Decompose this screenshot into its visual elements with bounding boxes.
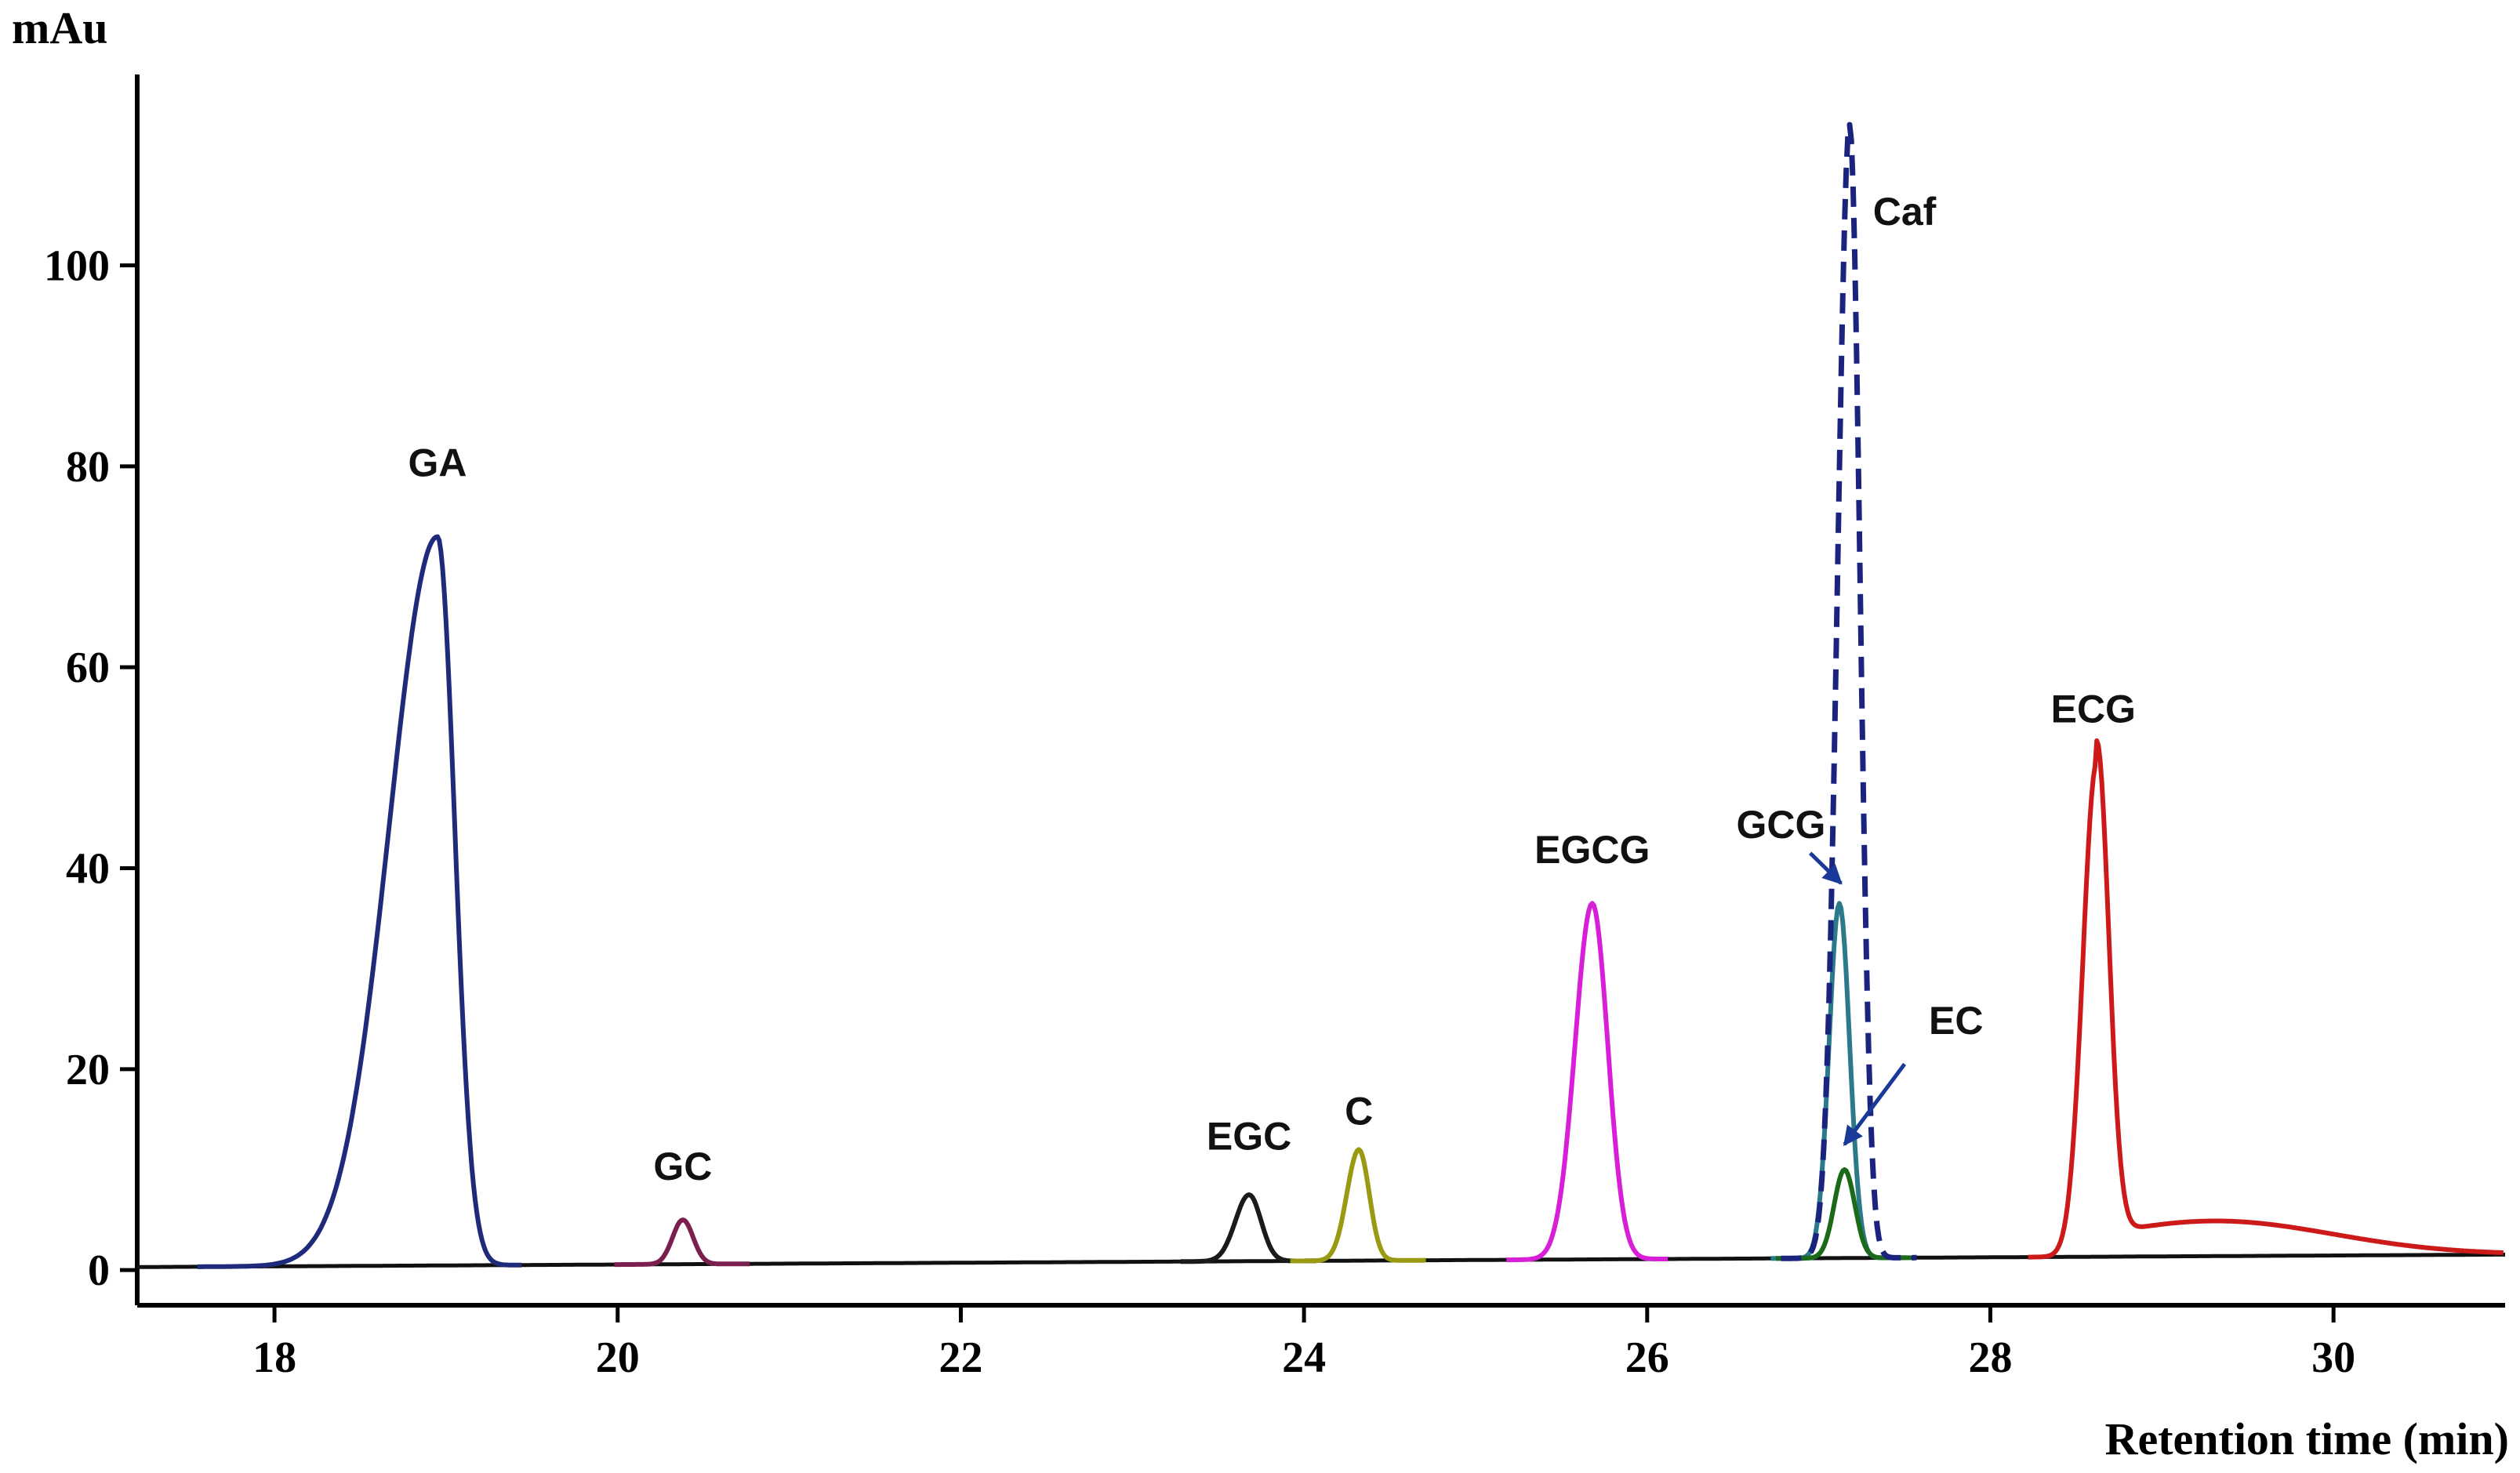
label-layer: GA GC EGC C EGCG GCG EC Caf ECG — [408, 190, 2135, 1188]
peak-label-caf: Caf — [1873, 190, 1937, 234]
arrow-layer — [1808, 851, 1907, 1146]
series-line-caf — [1780, 122, 1918, 1261]
x-tick-label: 28 — [1968, 1333, 2012, 1382]
y-tick-label: 100 — [44, 242, 110, 291]
series-line-ecg — [2027, 738, 2504, 1260]
peak-label-egcg: EGCG — [1534, 828, 1650, 872]
x-tick-label: 22 — [939, 1333, 982, 1382]
x-tick-label: 30 — [2311, 1333, 2355, 1382]
y-tick-label: 20 — [66, 1046, 110, 1094]
peak-label-egc: EGC — [1207, 1114, 1291, 1158]
series-line-ga — [196, 534, 522, 1269]
series-line-egc — [1179, 1192, 1317, 1264]
series-layer — [137, 122, 2505, 1269]
peak-label-ec: EC — [1929, 999, 1983, 1043]
y-tick-label: 0 — [88, 1246, 110, 1295]
y-tick-label: 60 — [66, 644, 110, 692]
series-line-c — [1289, 1147, 1427, 1264]
x-tick-label: 24 — [1282, 1333, 1326, 1382]
series-line-ec — [1775, 1167, 1912, 1261]
ec-arrow — [1843, 1062, 1907, 1146]
gcg-arrow — [1808, 851, 1843, 885]
x-tick-label: 20 — [596, 1333, 640, 1382]
peak-label-gc: GC — [653, 1145, 712, 1188]
peak-label-gcg: GCG — [1737, 803, 1826, 847]
peak-label-c: C — [1345, 1089, 1373, 1133]
y-tick-label: 40 — [66, 844, 110, 893]
series-line-gc — [613, 1217, 751, 1268]
x-tick-label: 26 — [1625, 1333, 1669, 1382]
series-line-egcg — [1505, 901, 1669, 1263]
peak-label-ecg: ECG — [2051, 688, 2136, 731]
y-axis-label: mAu — [12, 2, 107, 53]
peak-label-ga: GA — [408, 441, 467, 485]
x-tick-label: 18 — [252, 1333, 296, 1382]
series-line-gcg — [1770, 901, 1908, 1261]
axes: 18 20 22 24 26 28 30 0 20 40 60 80 100 — [44, 74, 2505, 1382]
x-axis-label: Retention time (min) — [2105, 1413, 2509, 1464]
y-tick-label: 80 — [66, 443, 110, 492]
